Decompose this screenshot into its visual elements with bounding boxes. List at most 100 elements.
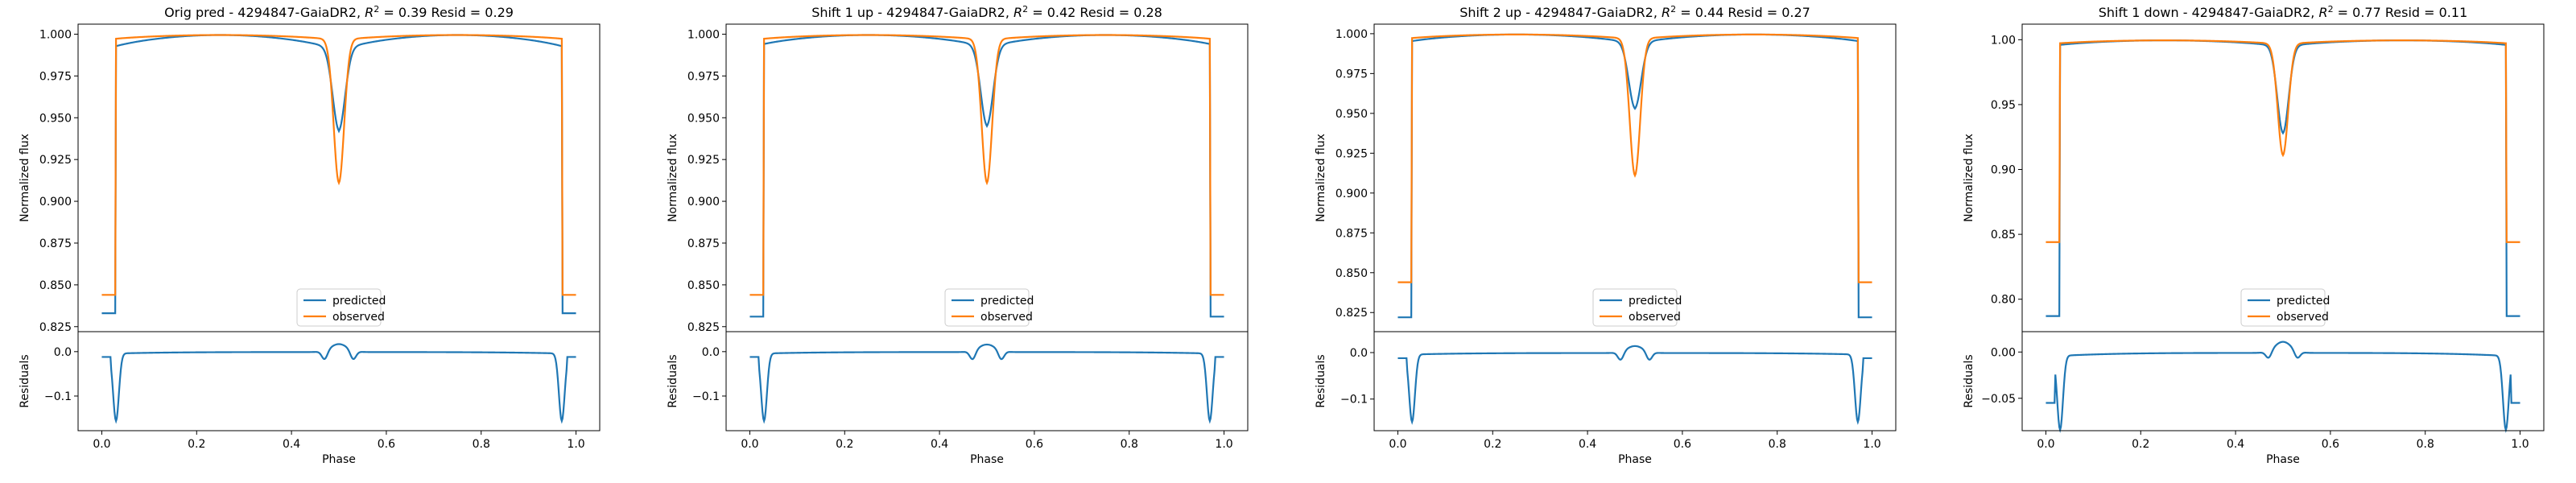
title-rest: = 0.77 Resid = 0.11 bbox=[2334, 5, 2468, 20]
title-r-symbol: R bbox=[2318, 5, 2327, 20]
ytick-label: 0.950 bbox=[1335, 108, 1368, 121]
xtick-label: 0.0 bbox=[93, 438, 110, 451]
ytick-label: 0.875 bbox=[1335, 227, 1368, 240]
title-r-symbol: R bbox=[1662, 5, 1670, 20]
series-line-predicted bbox=[749, 34, 1224, 318]
ytick-label: 0.900 bbox=[39, 196, 72, 208]
resid-axis-label: Residuals bbox=[1315, 354, 1327, 407]
xtick-label: 0.4 bbox=[283, 438, 300, 451]
title-prefix: Shift 1 up - 4294847-GaiaDR2, bbox=[811, 5, 1013, 20]
ytick-label: 0.950 bbox=[687, 112, 720, 125]
ytick-label: 0.95 bbox=[1991, 99, 2016, 112]
y-axis-label: Normalized flux bbox=[19, 134, 31, 222]
xtick-label: 0.4 bbox=[1579, 438, 1596, 451]
ytick-label: 0.850 bbox=[687, 279, 720, 292]
ytick-label: 0.975 bbox=[39, 70, 72, 83]
ytick-label: 0.80 bbox=[1991, 294, 2016, 307]
axes-frame-flux bbox=[725, 23, 1249, 332]
resid-ytick-label: 0.0 bbox=[702, 346, 720, 359]
axes-frame-flux bbox=[77, 23, 601, 332]
ytick-label: 1.000 bbox=[687, 28, 720, 41]
residual-line bbox=[1397, 345, 1872, 425]
axes-frame-flux bbox=[2021, 23, 2545, 332]
legend-label-observed: observed bbox=[2277, 311, 2329, 324]
x-axis-label: Phase bbox=[970, 453, 1004, 466]
ytick-label: 0.925 bbox=[687, 154, 720, 167]
y-axis-label: Normalized flux bbox=[1963, 134, 1975, 222]
title-r-exponent: 2 bbox=[1670, 4, 1676, 14]
resid-ytick-label: −0.1 bbox=[44, 390, 72, 403]
residual-line bbox=[749, 343, 1224, 424]
title-prefix: Orig pred - 4294847-GaiaDR2, bbox=[164, 5, 365, 20]
subplot-4: Shift 1 down - 4294847-GaiaDR2, R2 = 0.7… bbox=[1963, 4, 2545, 466]
series-line-observed bbox=[2046, 39, 2520, 243]
legend-label-observed: observed bbox=[332, 311, 385, 324]
ytick-label: 1.000 bbox=[39, 28, 72, 41]
ytick-label: 0.825 bbox=[39, 321, 72, 334]
legend: predicted observed bbox=[944, 288, 1034, 327]
ytick-label: 1.000 bbox=[1335, 28, 1368, 41]
axes-frame-residuals bbox=[1373, 331, 1897, 431]
title-prefix: Shift 2 up - 4294847-GaiaDR2, bbox=[1459, 5, 1662, 20]
xtick-label: 0.8 bbox=[1769, 438, 1786, 451]
legend: predicted observed bbox=[296, 288, 386, 327]
xtick-label: 0.6 bbox=[1026, 438, 1043, 451]
xtick-label: 0.8 bbox=[1121, 438, 1138, 451]
title-prefix: Shift 1 down - 4294847-GaiaDR2, bbox=[2099, 5, 2319, 20]
xtick-label: 0.2 bbox=[1484, 438, 1501, 451]
y-axis-label: Normalized flux bbox=[667, 134, 679, 222]
xtick-label: 0.0 bbox=[2037, 438, 2054, 451]
xtick-label: 0.6 bbox=[2322, 438, 2339, 451]
xtick-label: 0.6 bbox=[1674, 438, 1691, 451]
legend-label-predicted: predicted bbox=[1629, 295, 1682, 308]
xtick-label: 0.8 bbox=[2417, 438, 2434, 451]
xtick-label: 1.0 bbox=[1863, 438, 1880, 451]
subplot-1: Orig pred - 4294847-GaiaDR2, R2 = 0.39 R… bbox=[19, 4, 601, 466]
plot-title: Shift 1 up - 4294847-GaiaDR2, R2 = 0.42 … bbox=[811, 4, 1162, 21]
ytick-label: 0.975 bbox=[1335, 68, 1368, 80]
xtick-label: 0.8 bbox=[473, 438, 490, 451]
resid-axis-label: Residuals bbox=[19, 354, 31, 407]
x-axis-label: Phase bbox=[2266, 453, 2300, 466]
resid-ytick-label: −0.05 bbox=[1981, 393, 2016, 406]
resid-ytick-label: 0.0 bbox=[1350, 347, 1368, 360]
ytick-label: 0.975 bbox=[687, 70, 720, 83]
title-r-exponent: 2 bbox=[1022, 4, 1028, 14]
legend: predicted observed bbox=[2240, 288, 2330, 327]
resid-ytick-label: 0.00 bbox=[1991, 346, 2016, 359]
xtick-label: 0.0 bbox=[1389, 438, 1406, 451]
legend-label-predicted: predicted bbox=[2277, 295, 2330, 308]
ytick-label: 0.925 bbox=[1335, 147, 1368, 160]
x-axis-label: Phase bbox=[1618, 453, 1652, 466]
ytick-label: 0.850 bbox=[1335, 267, 1368, 280]
xtick-label: 1.0 bbox=[1215, 438, 1232, 451]
resid-axis-label: Residuals bbox=[667, 354, 679, 407]
title-r-symbol: R bbox=[365, 5, 374, 20]
ytick-label: 0.875 bbox=[39, 237, 72, 250]
axes-frame-residuals bbox=[2021, 331, 2545, 431]
xtick-label: 0.6 bbox=[378, 438, 395, 451]
xtick-label: 0.4 bbox=[931, 438, 948, 451]
ytick-label: 0.825 bbox=[1335, 307, 1368, 320]
legend-label-observed: observed bbox=[980, 311, 1033, 324]
plot-title: Shift 2 up - 4294847-GaiaDR2, R2 = 0.44 … bbox=[1459, 4, 1810, 21]
axes-frame-residuals bbox=[77, 331, 601, 431]
resid-ytick-label: −0.1 bbox=[1340, 394, 1368, 407]
subplot-2: Shift 1 up - 4294847-GaiaDR2, R2 = 0.42 … bbox=[667, 4, 1249, 466]
title-r-exponent: 2 bbox=[374, 4, 379, 14]
plot-title: Orig pred - 4294847-GaiaDR2, R2 = 0.39 R… bbox=[164, 4, 514, 21]
xtick-label: 0.2 bbox=[188, 438, 205, 451]
legend: predicted observed bbox=[1592, 288, 1682, 327]
xtick-label: 0.4 bbox=[2227, 438, 2244, 451]
ytick-label: 0.90 bbox=[1991, 164, 2016, 177]
xtick-label: 0.0 bbox=[741, 438, 758, 451]
ytick-label: 1.00 bbox=[1991, 34, 2016, 47]
resid-ytick-label: −0.1 bbox=[692, 390, 720, 403]
series-line-observed bbox=[1397, 33, 1872, 283]
series-line-predicted bbox=[2046, 39, 2520, 317]
xtick-label: 0.2 bbox=[836, 438, 853, 451]
ytick-label: 0.900 bbox=[687, 196, 720, 208]
ytick-label: 0.85 bbox=[1991, 229, 2016, 242]
resid-axis-label: Residuals bbox=[1963, 354, 1975, 407]
